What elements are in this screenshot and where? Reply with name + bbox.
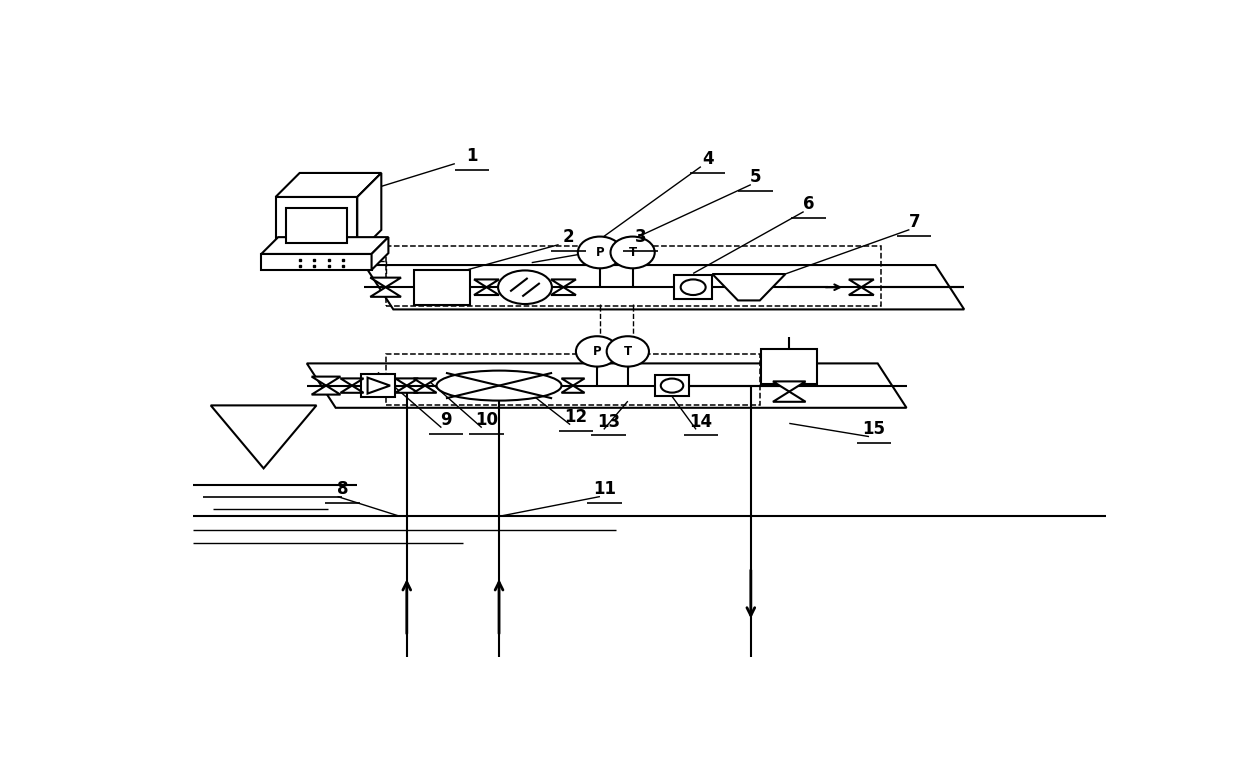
Polygon shape (311, 386, 341, 395)
Bar (275, 197, 357, 254)
Text: 7: 7 (909, 213, 920, 231)
Polygon shape (275, 173, 382, 197)
Polygon shape (562, 379, 584, 386)
Text: 8: 8 (336, 481, 348, 499)
Bar (262, 254, 372, 270)
Polygon shape (372, 237, 388, 270)
Text: 4: 4 (702, 150, 713, 168)
Bar (675, 275, 713, 299)
Text: 6: 6 (802, 196, 815, 213)
Bar (386, 246, 880, 306)
Polygon shape (371, 287, 401, 297)
Ellipse shape (610, 237, 655, 268)
Text: 5: 5 (750, 168, 761, 186)
Polygon shape (849, 280, 874, 287)
Polygon shape (474, 287, 498, 295)
Text: 13: 13 (596, 413, 620, 432)
Text: P: P (595, 246, 604, 259)
Polygon shape (551, 280, 575, 287)
Polygon shape (413, 386, 436, 393)
Polygon shape (413, 379, 436, 386)
Ellipse shape (606, 337, 649, 367)
Polygon shape (474, 280, 498, 287)
Bar (285, 208, 347, 243)
Polygon shape (341, 379, 363, 386)
Polygon shape (773, 392, 806, 402)
Polygon shape (311, 376, 341, 386)
Text: 9: 9 (440, 411, 453, 429)
Polygon shape (306, 363, 906, 407)
Circle shape (681, 280, 706, 295)
Polygon shape (773, 382, 806, 392)
Polygon shape (396, 386, 418, 393)
Bar (655, 375, 689, 397)
Text: 3: 3 (635, 228, 646, 246)
Text: 15: 15 (862, 421, 885, 439)
Text: 11: 11 (593, 481, 616, 499)
Circle shape (498, 270, 552, 304)
Text: 12: 12 (564, 408, 588, 426)
Text: T: T (629, 246, 636, 259)
Polygon shape (396, 379, 418, 386)
Ellipse shape (575, 337, 619, 367)
Text: 10: 10 (475, 411, 498, 429)
Text: 2: 2 (563, 228, 574, 246)
Polygon shape (371, 277, 401, 287)
Bar (386, 354, 760, 405)
Polygon shape (562, 386, 584, 393)
Text: 1: 1 (466, 147, 477, 165)
Polygon shape (551, 287, 575, 295)
Polygon shape (849, 287, 874, 295)
Polygon shape (712, 274, 785, 301)
Circle shape (661, 379, 683, 393)
Polygon shape (367, 378, 391, 393)
Text: T: T (624, 345, 632, 358)
Bar (361, 374, 396, 397)
Bar (414, 270, 470, 305)
Bar (761, 349, 817, 384)
Ellipse shape (436, 371, 562, 400)
Polygon shape (365, 265, 965, 309)
Polygon shape (341, 386, 363, 393)
Polygon shape (211, 405, 316, 468)
Polygon shape (262, 237, 388, 254)
Ellipse shape (578, 237, 622, 268)
Text: 14: 14 (689, 413, 713, 432)
Polygon shape (357, 173, 382, 254)
Text: P: P (593, 345, 601, 358)
